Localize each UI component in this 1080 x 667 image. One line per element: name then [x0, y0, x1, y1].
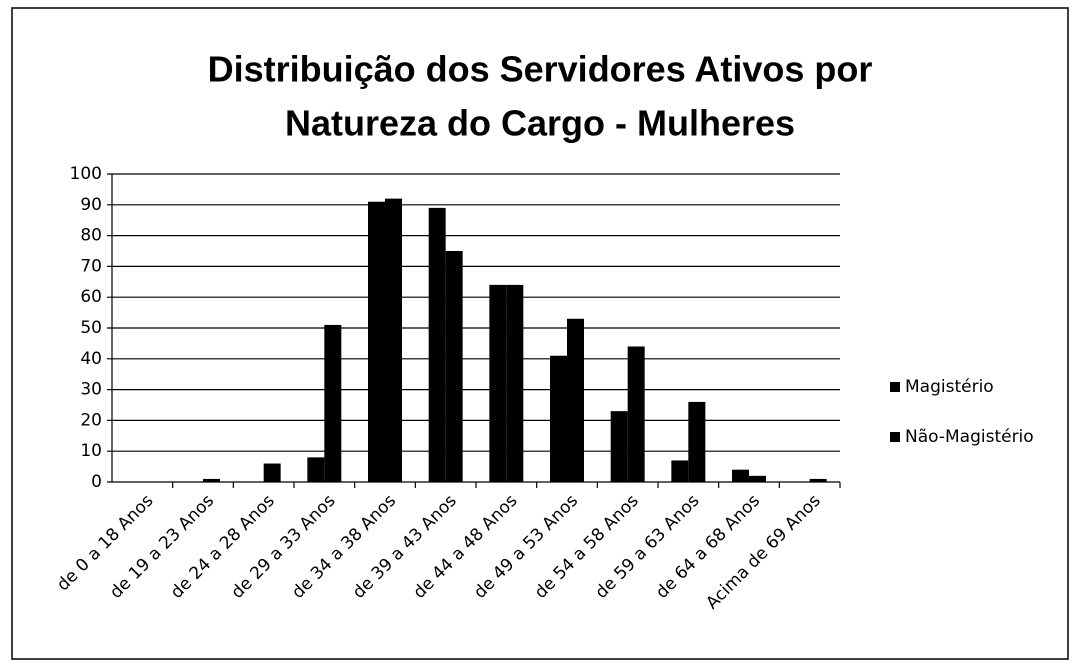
legend-label: Não-Magistério: [905, 427, 1034, 447]
y-tick-label: 30: [80, 380, 102, 400]
bar: [506, 284, 524, 482]
bar: [610, 411, 628, 482]
bar: [567, 318, 584, 482]
y-tick-label: 50: [80, 318, 102, 338]
y-tick-label: 20: [80, 410, 102, 430]
bar: [671, 460, 689, 482]
bar: [627, 346, 645, 482]
bar: [307, 457, 325, 482]
y-tick-label: 100: [70, 164, 102, 184]
bar: [428, 207, 446, 482]
legend-label: Magistério: [905, 377, 994, 397]
y-tick-label: 10: [80, 441, 102, 461]
y-tick-label: 60: [80, 287, 102, 307]
y-tick-label: 90: [80, 195, 102, 215]
bar: [385, 198, 402, 482]
chart-border: [11, 7, 1069, 660]
legend-swatch: [890, 382, 900, 392]
legend-swatch: [890, 432, 900, 442]
bar: [749, 475, 766, 482]
bar: [203, 478, 220, 482]
bar: [324, 324, 342, 482]
bar: [688, 401, 706, 482]
bar: [550, 355, 567, 482]
y-tick-label: 0: [91, 472, 102, 492]
chart-title: Natureza do Cargo - Mulheres: [285, 103, 795, 144]
bar: [263, 463, 281, 482]
bar: [489, 284, 507, 482]
chart-title: Distribuição dos Servidores Ativos por: [208, 49, 873, 90]
y-tick-label: 40: [80, 349, 102, 369]
y-tick-label: 80: [80, 226, 102, 246]
bar: [445, 251, 463, 482]
bar: [732, 469, 749, 482]
y-tick-label: 70: [80, 256, 102, 276]
bar: [809, 478, 827, 482]
bar: [368, 201, 385, 482]
